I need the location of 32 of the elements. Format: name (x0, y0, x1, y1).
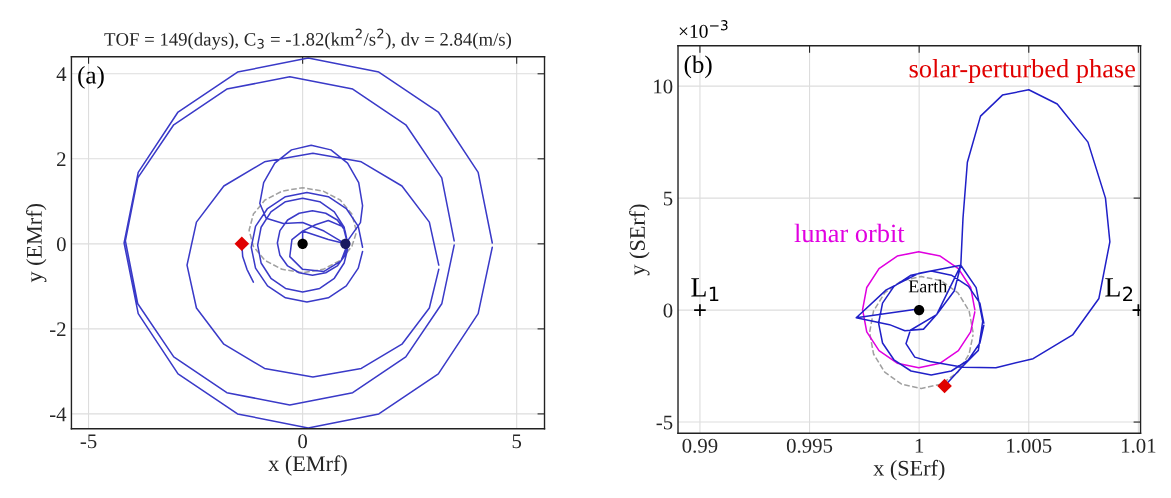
x-tick-label: 0.995 (786, 438, 833, 453)
x-tick-label: 5 (512, 434, 522, 449)
x-axis-title: x (SErf) (873, 459, 945, 481)
annotation: L$_{1}$ (691, 278, 719, 301)
annotation: (b) (684, 55, 712, 79)
x-tick-label: 1.005 (1007, 438, 1052, 453)
annotation: L$_{2}$ (1105, 278, 1133, 301)
text: ×10$^{−3}$ (679, 20, 728, 38)
annotation: (a) (78, 66, 104, 89)
x-tick-label: 1.01 (1121, 438, 1156, 453)
y-axis-title: y (SErf) (629, 204, 650, 276)
x-tick-label: 0.99 (682, 438, 718, 453)
y-tick-label: -4 (49, 407, 67, 422)
x-tick-label: 0 (298, 434, 308, 449)
x-axis-title: x (EMrf) (268, 455, 347, 476)
line-series (861, 250, 976, 369)
x-tick-label: -5 (80, 434, 97, 449)
annotation: Earth (908, 279, 948, 293)
annotation: lunar orbit (794, 223, 905, 243)
y-tick-label: 0 (56, 237, 66, 252)
annotation: solar-perturbed phase (909, 59, 1136, 83)
y-tick-label: 10 (654, 79, 673, 94)
line-series (248, 186, 357, 274)
y-tick-label: 0 (663, 303, 673, 318)
x-tick-label: 1 (915, 438, 924, 453)
y-tick-label: 4 (56, 67, 67, 82)
y-tick-label: 2 (57, 152, 66, 167)
y-tick-label: -2 (49, 322, 66, 337)
y-axis-title: y (EMrf) (26, 203, 47, 283)
y-tick-label: 5 (663, 191, 673, 206)
y-tick-label: -5 (656, 415, 673, 430)
chart-title: TOF = 149(days), C$_{3}$ = -1.82(km$^{2}$/s$^{2}$), dv = 2.84(m/s) (104, 28, 512, 50)
